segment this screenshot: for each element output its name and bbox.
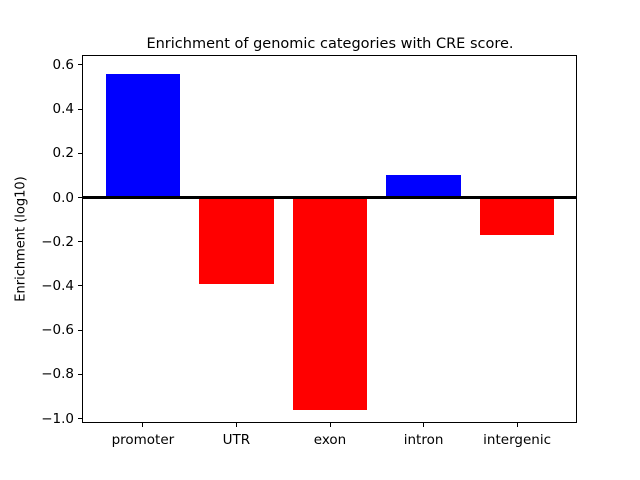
x-tick-label: intron: [403, 432, 444, 448]
bar-intergenic: [479, 197, 555, 236]
y-tick-mark: [78, 108, 82, 110]
y-tick-label: 0.2: [52, 145, 74, 162]
y-tick-label: −0.2: [41, 233, 74, 250]
chart-title: Enrichment of genomic categories with CR…: [146, 36, 514, 52]
bar-promoter: [105, 73, 181, 198]
x-tick-label: promoter: [111, 432, 175, 448]
x-tick-mark: [142, 423, 144, 427]
bar-intron: [386, 175, 461, 198]
x-tick-mark: [329, 423, 331, 427]
y-tick-label: −0.6: [41, 322, 74, 339]
y-tick-label: 0.0: [52, 189, 74, 206]
x-tick-mark: [235, 423, 237, 427]
y-tick-mark: [78, 241, 82, 243]
bar-UTR: [199, 197, 274, 284]
plot-area: [82, 55, 577, 423]
y-tick-mark: [78, 64, 82, 66]
y-tick-mark: [78, 152, 82, 154]
y-tick-mark: [78, 197, 82, 198]
y-tick-mark: [78, 373, 82, 375]
y-tick-mark: [78, 285, 82, 287]
y-tick-mark: [78, 329, 82, 331]
x-tick-label: UTR: [222, 432, 251, 448]
y-tick-label: −0.8: [41, 366, 74, 383]
y-tick-mark: [78, 418, 82, 420]
x-tick-label: exon: [313, 432, 347, 448]
x-tick-mark: [423, 423, 425, 427]
y-tick-label: −0.4: [41, 277, 74, 294]
x-tick-mark: [516, 423, 518, 427]
y-tick-label: 0.6: [52, 56, 74, 73]
y-tick-label: 0.4: [52, 101, 74, 118]
zero-line: [83, 196, 577, 199]
bar-exon: [292, 197, 368, 410]
x-tick-label: intergenic: [483, 432, 551, 448]
y-tick-label: −1.0: [41, 410, 74, 427]
